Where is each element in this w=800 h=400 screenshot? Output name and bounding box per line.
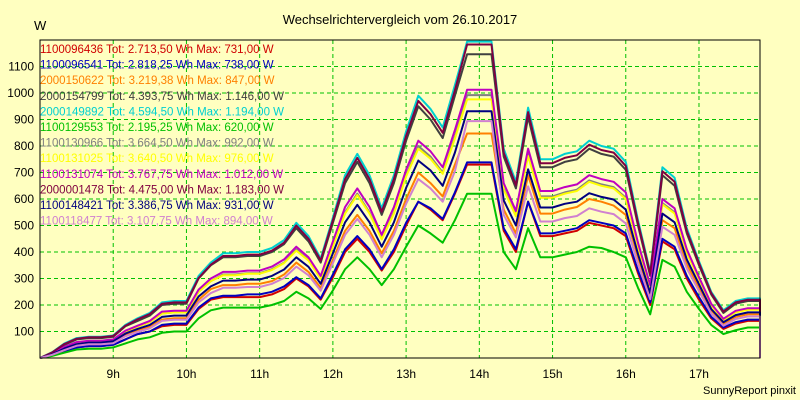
legend-entry: 1100148421 Tot: 3.386,75 Wh Max: 931,00 … — [40, 200, 274, 212]
legend-entry: 2000149892 Tot: 4.594,50 Wh Max: 1.194,0… — [40, 106, 284, 118]
y-tick-label: 800 — [14, 139, 34, 153]
legend-entry: 1100096436 Tot: 2.713,50 Wh Max: 731,00 … — [40, 44, 274, 56]
series-line — [39, 110, 761, 359]
y-tick-label: 200 — [14, 298, 34, 312]
y-tick-label: 600 — [14, 192, 34, 206]
series-line — [39, 192, 761, 359]
y-tick-label: 500 — [14, 219, 34, 233]
series-line — [39, 43, 761, 359]
footer-credit: SunnyReport pinxit — [703, 385, 796, 397]
legend-entry: 1100131025 Tot: 3.640,50 Wh Max: 976,00 … — [40, 153, 274, 165]
y-tick-labels: 100 200 300 400 500 600 700 800 900 1000 1100 — [7, 60, 34, 339]
chart-title: Wechselrichtervergleich vom 26.10.2017 — [283, 12, 518, 27]
legend: 1100096436 Tot: 2.713,50 Wh Max: 731,00 … — [40, 44, 284, 228]
y-tick-label: 1000 — [7, 86, 34, 100]
y-tick-label: 1100 — [8, 60, 34, 74]
legend-entry: 1100118477 Tot: 3.107,75 Wh Max: 894,00 … — [40, 216, 273, 228]
x-tick-label: 17h — [689, 367, 709, 381]
legend-entry: 2000154799 Tot: 4.393,75 Wh Max: 1.146,0… — [40, 91, 284, 103]
x-tick-label: 10h — [176, 367, 196, 381]
x-tick-label: 9h — [107, 367, 120, 381]
grid-lines — [40, 40, 760, 358]
x-tick-label: 13h — [396, 367, 416, 381]
legend-entry: 1100130966 Tot: 3.664,50 Wh Max: 992,00 … — [40, 138, 274, 150]
x-tick-label: 14h — [469, 367, 489, 381]
legend-entry: 2000001478 Tot: 4.475,00 Wh Max: 1.183,0… — [40, 184, 284, 196]
x-tick-label: 12h — [323, 367, 343, 381]
series-lines — [39, 40, 761, 359]
y-tick-label: 700 — [14, 166, 34, 180]
y-tick-label: 100 — [14, 325, 34, 339]
legend-entry: 2000150622 Tot: 3.219,38 Wh Max: 847,00 … — [40, 75, 275, 87]
y-tick-label: 300 — [14, 272, 34, 286]
series-line — [39, 161, 761, 359]
x-tick-label: 16h — [616, 367, 636, 381]
legend-entry: 1100129553 Tot: 2.195,25 Wh Max: 620,00 … — [40, 122, 274, 134]
y-tick-label: 400 — [14, 245, 34, 259]
legend-entry: 1100131074 Tot: 3.767,75 Wh Max: 1.012,0… — [40, 169, 283, 181]
y-axis-unit: W — [34, 18, 47, 33]
series-line — [39, 120, 761, 359]
series-line — [39, 88, 761, 359]
series-line — [39, 132, 761, 359]
y-tick-label: 900 — [14, 113, 34, 127]
plot-frame — [39, 39, 761, 359]
x-tick-label: 11h — [250, 367, 269, 381]
x-tick-label: 15h — [543, 367, 563, 381]
legend-entry: 1100096541 Tot: 2.818,25 Wh Max: 738,00 … — [40, 60, 274, 72]
x-tick-labels: 9h 10h 11h 12h 13h 14h 15h 16h 17h — [107, 367, 709, 381]
